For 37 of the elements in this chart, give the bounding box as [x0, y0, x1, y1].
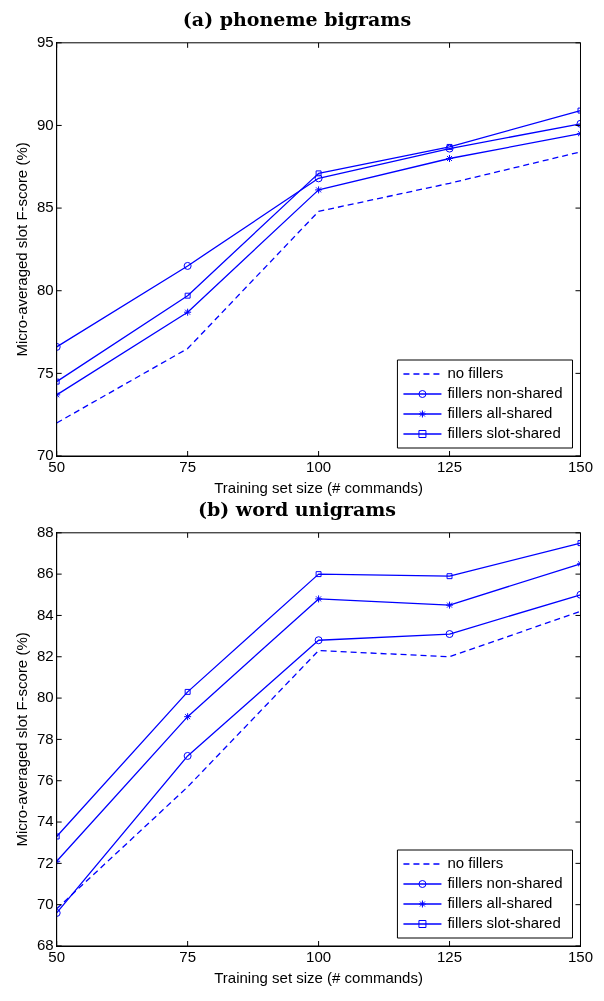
y-tick-label: 78	[37, 729, 54, 747]
y-tick-label: 84	[37, 605, 54, 623]
y-tick-label: 82	[37, 646, 54, 664]
y-axis-title: Micro-averaged slot F-score (%)	[13, 632, 31, 847]
x-tick-label: 75	[179, 458, 196, 476]
y-tick-label: 86	[37, 564, 54, 582]
legend-label: fillers non-shared	[447, 384, 563, 402]
legend-label: fillers non-shared	[447, 874, 563, 892]
x-axis-title: Training set size (# commands)	[214, 479, 423, 497]
legend-label: fillers all-shared	[447, 894, 553, 912]
y-tick-label: 88	[37, 522, 54, 540]
chart-title: (b) word unigrams	[197, 498, 397, 521]
legend-label: fillers all-shared	[447, 404, 553, 422]
y-tick-label: 74	[37, 812, 54, 830]
x-tick-label: 100	[306, 458, 332, 476]
x-axis-title: Training set size (# commands)	[214, 969, 423, 987]
legend-label: no fillers	[447, 854, 504, 872]
y-tick-label: 70	[37, 894, 54, 912]
y-tick-label: 75	[37, 363, 54, 381]
y-tick-label: 80	[37, 280, 54, 298]
x-tick-label: 150	[567, 458, 593, 476]
x-tick-label: 125	[437, 458, 463, 476]
y-tick-label: 90	[37, 115, 54, 133]
y-tick-label: 95	[37, 32, 54, 50]
y-tick-label: 85	[37, 198, 54, 216]
y-tick-label: 72	[37, 853, 54, 871]
x-tick-label: 75	[179, 948, 196, 966]
legend-label: no fillers	[447, 364, 504, 382]
legend-label: fillers slot-shared	[447, 424, 561, 442]
y-axis-title: Micro-averaged slot F-score (%)	[13, 142, 31, 357]
x-tick-label: 150	[567, 948, 593, 966]
y-tick-label: 80	[37, 688, 54, 706]
legend-label: fillers slot-shared	[447, 914, 561, 932]
x-tick-label: 125	[437, 948, 463, 966]
x-tick-label: 100	[306, 948, 332, 966]
y-tick-label: 76	[37, 770, 54, 788]
chart-title: (a) phoneme bigrams	[182, 8, 412, 31]
